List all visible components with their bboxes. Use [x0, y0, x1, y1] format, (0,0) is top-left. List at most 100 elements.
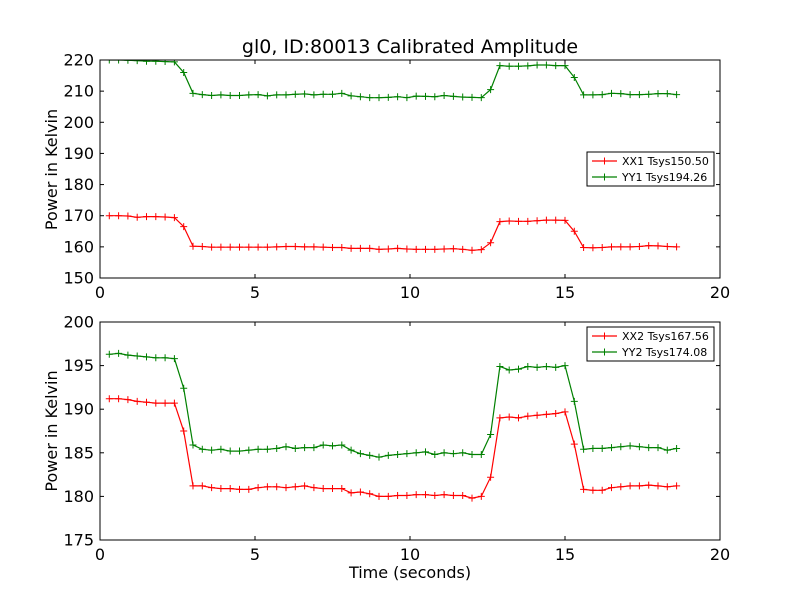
data-point: [505, 413, 513, 421]
data-point: [487, 430, 495, 438]
data-point: [645, 444, 653, 452]
data-point: [542, 410, 550, 418]
legend-marker: [601, 173, 608, 181]
data-point: [449, 450, 457, 458]
data-point: [468, 451, 476, 459]
data-point: [356, 450, 364, 458]
data-point: [208, 243, 216, 251]
x-tick-label: 10: [400, 545, 420, 564]
y-tick-label: 185: [63, 443, 94, 462]
data-point: [115, 395, 123, 403]
x-tick-label: 5: [250, 283, 260, 302]
data-point: [105, 60, 113, 64]
data-point: [198, 243, 206, 251]
y-tick-label: 190: [63, 144, 94, 163]
data-point: [515, 414, 522, 422]
x-tick-label: 10: [400, 283, 420, 302]
data-point: [319, 441, 327, 449]
x-tick-label: 15: [555, 283, 575, 302]
data-point: [487, 86, 495, 94]
data-point: [412, 245, 420, 253]
data-point: [105, 350, 113, 358]
data-point: [524, 362, 532, 370]
data-point: [291, 243, 299, 251]
data-point: [533, 61, 541, 69]
data-point: [301, 444, 309, 452]
data-point: [598, 91, 606, 99]
y-tick-label: 210: [63, 82, 94, 101]
data-point: [431, 492, 439, 500]
data-point: [626, 442, 634, 450]
data-point: [477, 246, 485, 254]
data-point: [552, 363, 560, 371]
legend-marker: [601, 157, 608, 165]
series-2: [105, 60, 681, 102]
data-point: [189, 242, 197, 250]
data-point: [263, 445, 271, 453]
data-point: [338, 243, 346, 251]
data-point: [329, 90, 336, 98]
data-point: [468, 246, 476, 254]
data-point: [617, 243, 625, 251]
data-point: [282, 484, 290, 492]
data-point: [366, 490, 374, 498]
data-point: [487, 473, 495, 481]
data-point: [170, 214, 178, 222]
data-point: [515, 62, 522, 70]
data-point: [208, 92, 216, 100]
data-point: [152, 60, 160, 65]
data-point: [254, 484, 262, 492]
data-point: [617, 90, 625, 98]
data-point: [115, 60, 123, 64]
data-point: [282, 443, 290, 451]
data-point: [236, 243, 243, 251]
data-point: [124, 351, 132, 359]
data-point: [617, 483, 625, 491]
legend-entry: XX1 Tsys150.50: [622, 155, 709, 168]
data-point: [589, 444, 597, 452]
data-point: [273, 91, 281, 99]
data-point: [301, 90, 309, 98]
x-tick-label: 0: [95, 545, 105, 564]
data-point: [552, 216, 560, 224]
data-point: [338, 441, 346, 449]
data-point: [347, 244, 355, 252]
data-point: [524, 412, 532, 420]
data-point: [366, 244, 374, 252]
legend: XX1 Tsys150.50 YY1 Tsys194.26: [586, 151, 715, 187]
data-point: [208, 484, 216, 492]
data-point: [570, 227, 578, 235]
data-point: [310, 444, 318, 452]
data-point: [152, 213, 160, 221]
data-point: [282, 91, 290, 99]
data-point: [236, 92, 243, 100]
data-point: [384, 245, 392, 253]
data-point: [384, 492, 392, 500]
data-point: [124, 212, 132, 220]
data-point: [626, 482, 634, 490]
data-point: [152, 399, 160, 407]
data-point: [115, 349, 123, 357]
data-point: [496, 414, 504, 422]
data-point: [570, 397, 578, 405]
data-point: [598, 243, 606, 251]
data-point: [310, 91, 318, 99]
data-point: [273, 243, 281, 251]
data-point: [477, 94, 485, 102]
legend-entry: YY1 Tsys194.26: [621, 171, 707, 184]
data-point: [254, 243, 262, 251]
data-point: [180, 427, 188, 435]
data-point: [394, 93, 402, 101]
data-point: [394, 492, 402, 500]
data-point: [254, 91, 262, 99]
data-point: [245, 91, 253, 99]
data-point: [161, 213, 169, 221]
data-point: [161, 399, 169, 407]
data-point: [673, 444, 681, 452]
legend-marker: [601, 332, 608, 340]
data-point: [329, 442, 336, 450]
data-point: [580, 485, 588, 493]
data-point: [673, 482, 681, 490]
data-point: [663, 90, 671, 98]
